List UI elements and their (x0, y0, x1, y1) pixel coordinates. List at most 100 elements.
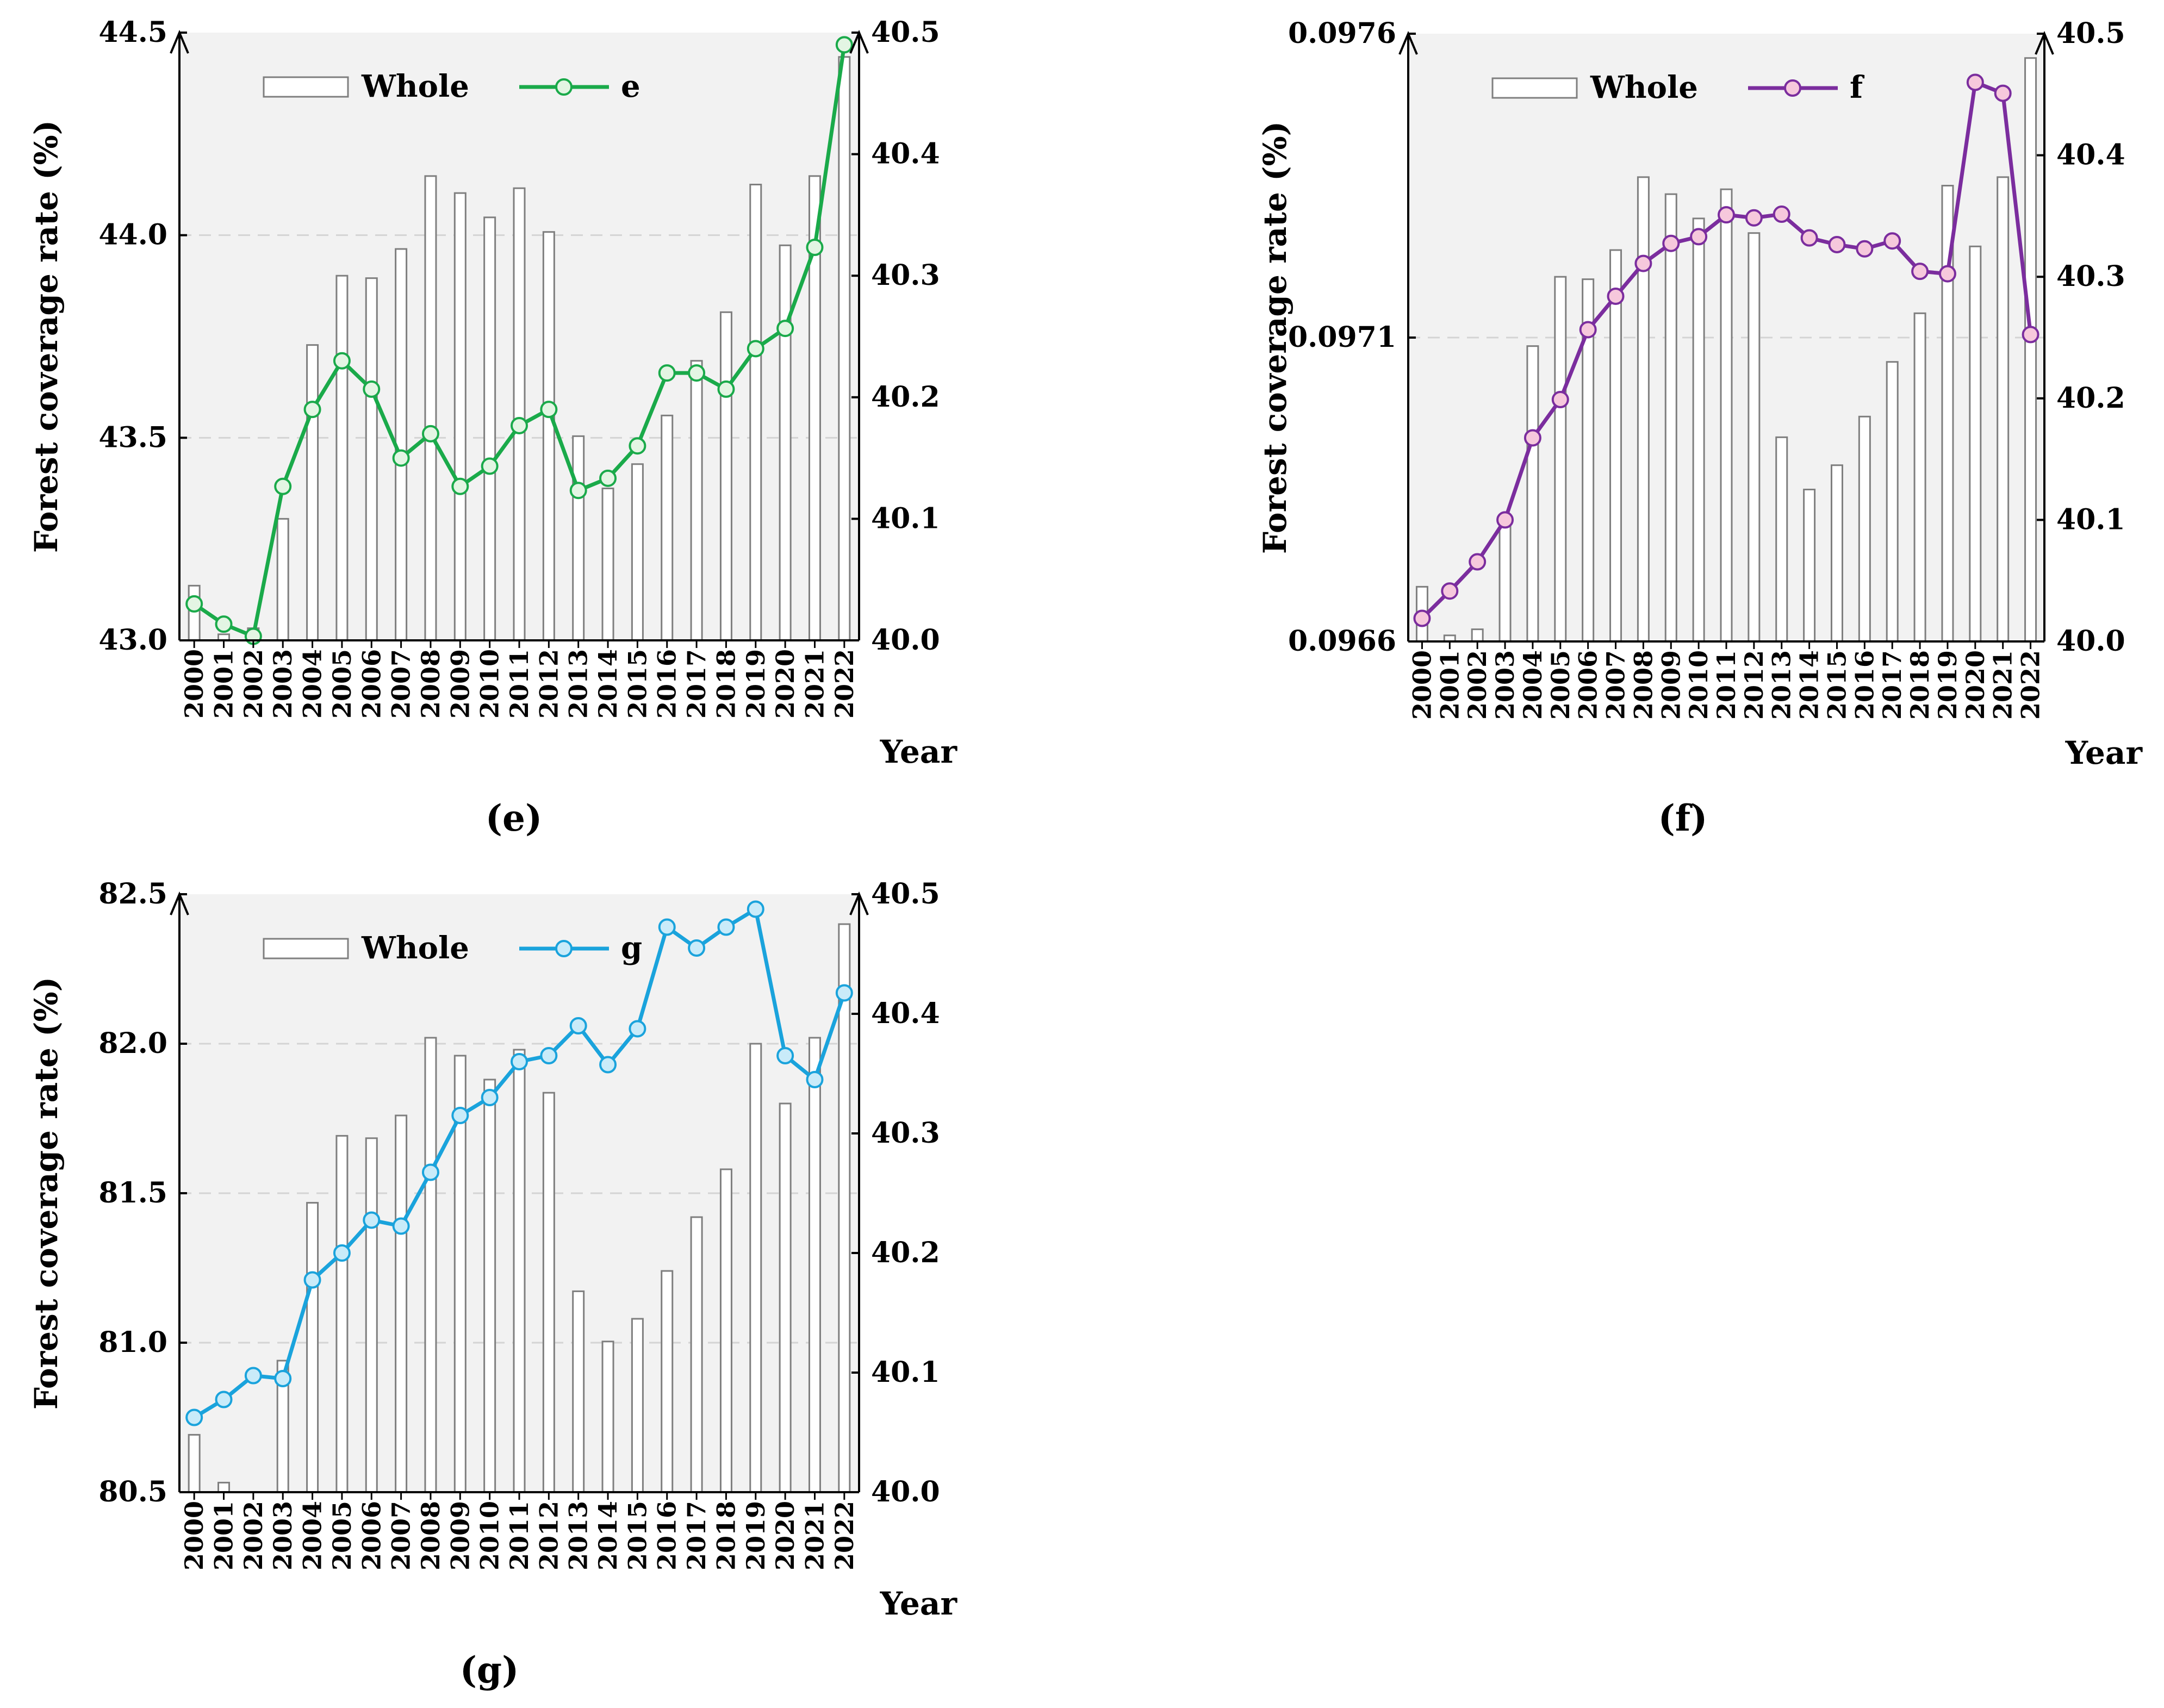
right-tick-label: 40.3 (2056, 260, 2125, 293)
point-e-2015 (629, 437, 646, 455)
bar-whole-2002 (1471, 628, 1484, 643)
bar-whole-2013 (572, 1290, 585, 1493)
x-tick-label: 2010 (1684, 650, 1713, 720)
bar-whole-2005 (1554, 276, 1567, 643)
chart-panel-g: 80.5 81.0 81.5 82.0 82.5 40.0 40.1 40.2 40.3 40.4… (28, 877, 957, 1691)
x-tick-label: 2022 (830, 1501, 859, 1570)
point-e-2000 (185, 595, 203, 613)
point-f-2000 (1413, 609, 1431, 627)
point-g-2018 (717, 918, 735, 936)
bar-whole-2006 (365, 1137, 378, 1493)
x-tick-label: 2003 (1490, 650, 1520, 720)
left-tick-label: 82.0 (98, 1027, 167, 1060)
bar-whole-2012 (542, 231, 555, 641)
x-tick-label: 2017 (682, 1501, 711, 1570)
x-tick-label: 2002 (1463, 650, 1492, 720)
point-e-2019 (747, 340, 764, 358)
point-f-2020 (1966, 73, 1984, 91)
x-tick-label: 2006 (357, 649, 386, 719)
point-f-2013 (1773, 205, 1790, 223)
bar-whole-2005 (335, 1134, 349, 1493)
bar-whole-2003 (1498, 519, 1512, 643)
right-tick-label: 40.2 (871, 381, 940, 414)
x-tick-label: 2013 (564, 1501, 593, 1570)
bar-whole-2010 (483, 1079, 496, 1493)
right-tick-label: 40.0 (871, 624, 940, 657)
x-tick-label: 2010 (475, 649, 505, 719)
point-f-2009 (1662, 234, 1680, 252)
legend-marker-icon (1784, 79, 1801, 97)
x-tick-label: 2021 (1988, 650, 2018, 720)
bar-whole-2018 (1913, 312, 1926, 643)
x-tick-label: 2016 (652, 649, 682, 719)
point-f-2017 (1883, 232, 1901, 250)
x-tick-label: 2022 (830, 649, 859, 719)
bar-whole-2021 (1997, 176, 2010, 643)
point-e-2011 (511, 416, 528, 434)
point-f-2014 (1800, 229, 1818, 247)
x-tick-label: 2008 (416, 1501, 445, 1570)
bar-whole-2016 (661, 414, 674, 641)
bar-whole-2004 (306, 1202, 319, 1493)
point-f-2012 (1745, 209, 1763, 227)
x-axis-title: Year (880, 733, 958, 770)
x-tick-label: 2011 (505, 1501, 534, 1570)
point-e-2004 (303, 401, 321, 419)
x-tick-label: 2004 (298, 649, 327, 719)
bar-whole-2010 (483, 216, 496, 641)
point-g-2004 (303, 1271, 321, 1289)
x-tick-label: 2020 (770, 649, 800, 719)
legend-line-label: e (621, 68, 641, 104)
point-g-2012 (540, 1047, 558, 1064)
bar-whole-2010 (1692, 217, 1705, 643)
point-g-2002 (244, 1367, 262, 1385)
x-tick-label: 2015 (1822, 650, 1851, 720)
x-tick-label: 2018 (711, 1501, 741, 1570)
x-tick-label: 2013 (1767, 650, 1796, 720)
left-tick-label: 0.0971 (1288, 321, 1396, 354)
legend-bar-label: Whole (361, 930, 469, 966)
left-tick-label: 80.5 (98, 1475, 167, 1508)
point-e-2018 (717, 380, 735, 398)
point-f-2004 (1523, 429, 1541, 447)
y-axis-title: Forest coverage rate (%) (28, 977, 65, 1410)
point-e-2013 (569, 482, 587, 500)
bar-whole-2016 (661, 1270, 674, 1493)
x-tick-label: 2017 (682, 649, 711, 719)
point-g-2000 (185, 1408, 203, 1426)
point-g-2022 (835, 984, 853, 1002)
bar-whole-2020 (1969, 245, 1982, 643)
right-tick-label: 40.0 (871, 1475, 940, 1508)
point-f-2007 (1607, 287, 1625, 305)
point-g-2006 (363, 1211, 381, 1229)
bar-whole-2016 (1858, 415, 1871, 643)
x-tick-label: 2009 (1656, 650, 1686, 720)
left-tick-label: 44.5 (98, 16, 167, 49)
right-tick-label: 40.1 (871, 502, 940, 535)
bar-whole-2019 (749, 1043, 762, 1493)
bar-whole-2000 (188, 1433, 201, 1493)
x-tick-label: 2018 (711, 649, 741, 719)
x-tick-label: 2015 (623, 649, 652, 719)
x-tick-label: 2019 (741, 649, 770, 719)
bar-whole-2019 (749, 184, 762, 641)
right-tick-label: 40.5 (871, 16, 940, 49)
point-f-2010 (1690, 228, 1708, 246)
x-tick-label: 2006 (357, 1501, 386, 1570)
bar-whole-2009 (1664, 193, 1677, 643)
x-axis-title: Year (2065, 734, 2143, 771)
right-tick-label: 40.4 (871, 138, 940, 171)
point-e-2021 (806, 239, 824, 257)
x-tick-label: 2003 (268, 649, 297, 719)
x-tick-label: 2010 (475, 1501, 505, 1570)
point-e-2006 (363, 380, 381, 398)
legend-bar-swatch (1491, 77, 1578, 99)
legend-bar-swatch (263, 938, 349, 959)
bar-whole-2012 (542, 1092, 555, 1493)
point-g-2020 (776, 1047, 794, 1064)
x-tick-label: 2016 (1850, 650, 1879, 720)
bar-whole-2011 (1720, 188, 1733, 643)
legend-bar-label: Whole (1590, 70, 1698, 105)
legend-marker-icon (555, 78, 573, 96)
point-g-2015 (629, 1020, 646, 1038)
